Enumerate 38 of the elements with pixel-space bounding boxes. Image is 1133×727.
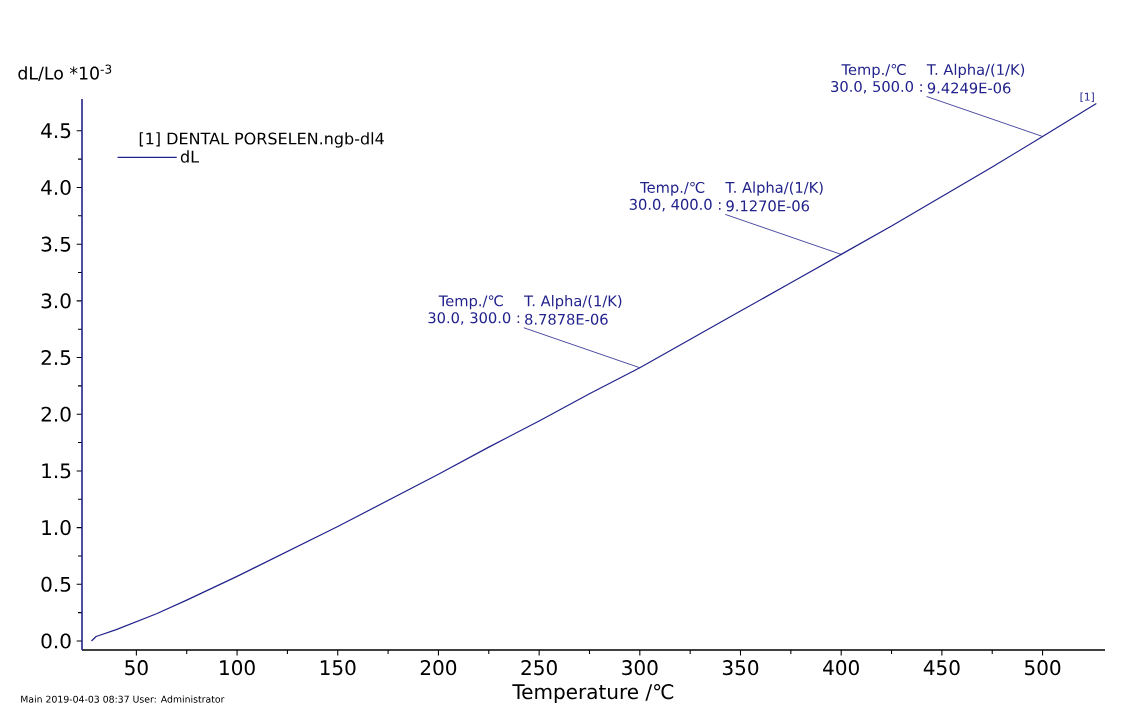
y-tick-label: 4.0 <box>41 179 71 196</box>
y-tick-label: 0.0 <box>41 633 71 649</box>
y-tick-label: 3.0 <box>41 293 71 309</box>
y-tick-label: 1.5 <box>42 463 71 479</box>
y-tick-label: 3.5 <box>41 236 71 252</box>
y-tick-label: 1.0 <box>42 520 71 536</box>
annotation: Temp./℃ <box>640 181 705 196</box>
x-tick-label: 150 <box>320 660 356 676</box>
x-tick-label: 300 <box>622 660 658 676</box>
annotation: 8.7878E-06 <box>525 313 608 325</box>
y-tick-label: 2.0 <box>41 406 71 422</box>
x-tick-label: 50 <box>125 660 148 676</box>
y-tick-label: 0.5 <box>41 576 71 592</box>
x-tick-label: 200 <box>420 660 457 676</box>
x-tick-label: 500 <box>1025 660 1061 676</box>
annotation: 30.0, 400.0 : <box>629 198 721 212</box>
legend-label: dL <box>180 150 199 163</box>
annotation: Temp./℃ <box>438 295 503 310</box>
x-tick-label: 100 <box>220 660 255 676</box>
text: Main 2019-04-03 08:37 User: Administrator <box>21 695 225 703</box>
y-tick-label: 2.5 <box>41 349 71 366</box>
annotation: T. Alpha/(1/K) <box>725 181 823 196</box>
legend-title: [1] DENTAL PORSELEN.ngb-dl4 <box>139 132 384 148</box>
y-tick-label: 4.5 <box>41 123 71 139</box>
x-tick-label: 450 <box>923 660 960 676</box>
annotation: [1] <box>1080 92 1094 102</box>
x-tick-label: 250 <box>521 660 557 676</box>
text: Temp./℃ <box>841 63 906 78</box>
annotation: 9.4249E-06 <box>927 82 1011 94</box>
x-tick-label: 350 <box>722 660 759 676</box>
text: 30.0, 500.0 : <box>831 80 922 94</box>
x-tick-label: 400 <box>823 660 859 676</box>
annotation: T. Alpha/(1/K) <box>524 295 622 310</box>
x-axis-title: Temperature /℃ <box>512 684 674 704</box>
annotation: 9.1270E-06 <box>726 200 810 212</box>
annotation: 30.0, 300.0 : <box>428 312 520 325</box>
y-axis-title: dL/Lo *10$^{-3}$ <box>18 64 112 82</box>
text: T. Alpha/(1/K) <box>926 63 1025 78</box>
